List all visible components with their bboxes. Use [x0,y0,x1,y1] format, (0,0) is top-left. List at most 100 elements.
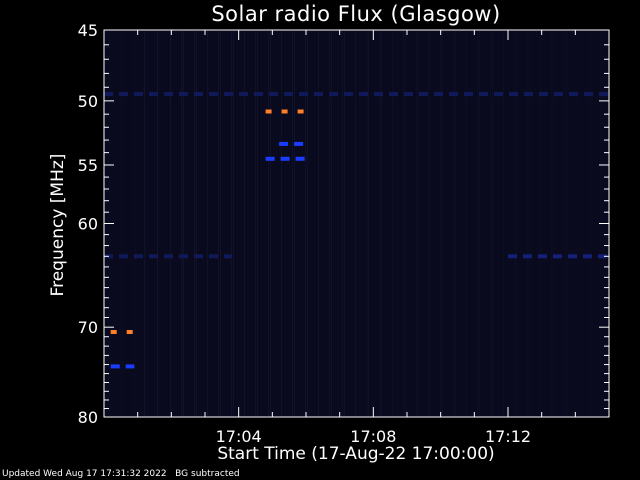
x-tick-label: 17:08 [350,427,396,446]
emission-dash [265,156,275,161]
emission-dash [209,92,218,97]
emission-dash [494,92,503,97]
chart-title: Solar radio Flux (Glasgow) [211,2,501,26]
noise-streak [318,31,319,416]
noise-streak [492,31,493,416]
emission-dash [554,92,563,97]
emission-dash [508,254,517,259]
emission-dash [194,254,203,259]
noise-streak [442,31,443,416]
emission-dash [119,254,128,259]
x-tick-label: 17:12 [485,427,531,446]
noise-streak [466,31,467,416]
noise-streak [331,31,332,416]
noise-streak [527,31,528,416]
y-tick-label: 60 [78,215,98,234]
emission-dash [224,92,233,97]
noise-streak [418,31,419,416]
emission-dash [194,92,203,97]
x-tick-label: 17:04 [216,427,262,446]
y-tick-label: 80 [78,408,98,427]
noise-streak [157,31,158,416]
noise-streak [366,31,367,416]
noise-streak [292,31,293,416]
noise-streak [551,31,552,416]
noise-streak [207,31,208,416]
emission-dash [434,92,443,97]
emission-dash [104,92,113,97]
emission-dash [419,92,428,97]
emission-dash [224,254,232,259]
noise-streak [405,31,406,416]
noise-streak [344,31,345,416]
noise-streak [381,31,382,416]
noise-streak [159,31,160,416]
background-streaks [107,31,604,416]
emission-dash [599,92,608,97]
noise-streak [194,31,195,416]
emission-dash [464,92,473,97]
emission-dash [279,141,289,146]
emission-dash [344,92,353,97]
emission-dash [119,92,128,97]
noise-streak [455,31,456,416]
noise-streak [514,31,515,416]
noise-streak [416,31,417,416]
noise-streak [590,31,591,416]
emission-dash [110,364,120,369]
noise-streak [257,31,258,416]
emission-dash [125,364,135,369]
emission-dash [553,254,562,259]
noise-streak [529,31,530,416]
emission-dash [299,92,308,97]
emission-features [104,92,608,369]
noise-streak [553,31,554,416]
emission-dash [314,92,323,97]
noise-streak [305,31,306,416]
noise-streak [196,31,197,416]
noise-streak [255,31,256,416]
emission-dash [568,254,577,259]
footer-status: Updated Wed Aug 17 17:31:32 2022 BG subt… [2,469,240,479]
emission-dash [329,92,338,97]
noise-streak [281,31,282,416]
emission-dash [164,254,173,259]
noise-streak [368,31,369,416]
y-tick-label: 70 [78,318,98,337]
emission-dash [389,92,398,97]
noise-streak [231,31,232,416]
plot-background [104,30,609,417]
y-tick-label: 45 [78,21,98,40]
emission-dash [126,330,133,334]
noise-streak [133,31,134,416]
emission-dash [539,92,548,97]
emission-dash [509,92,518,97]
emission-dash [209,254,218,259]
emission-dash [134,254,143,259]
noise-streak [355,31,356,416]
y-tick-label: 50 [78,92,98,111]
noise-streak [122,31,123,416]
emission-dash [149,92,158,97]
y-axis-ticks: 45 50 55 60 70 80 [78,21,609,427]
noise-streak [540,31,541,416]
emission-dash [280,156,290,161]
noise-streak [270,31,271,416]
emission-dash [110,330,117,334]
emission-dash [149,254,158,259]
emission-dash [295,156,305,161]
noise-streak [244,31,245,416]
emission-dash [523,254,532,259]
noise-streak [120,31,121,416]
y-tick-label: 55 [78,156,98,175]
emission-dash [281,109,288,114]
noise-streak [440,31,441,416]
noise-streak [479,31,480,416]
emission-dash [179,254,188,259]
emission-dash [269,92,278,97]
emission-dash [297,109,304,114]
noise-streak [144,31,145,416]
noise-streak [294,31,295,416]
noise-streak [477,31,478,416]
noise-streak [233,31,234,416]
